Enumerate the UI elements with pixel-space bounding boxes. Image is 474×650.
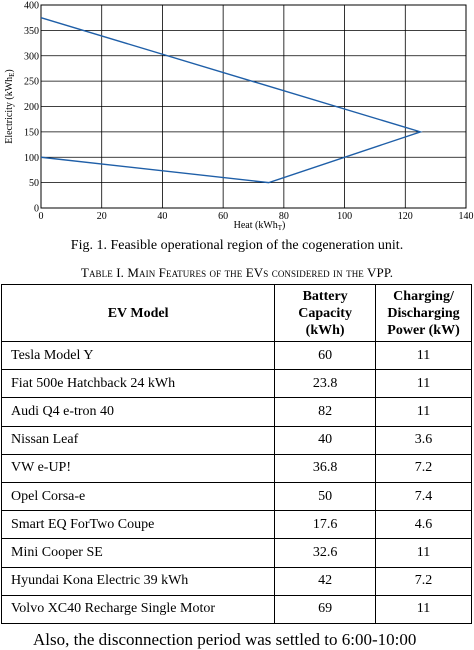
cell-ev-model: Audi Q4 e-tron 40 [2,398,275,426]
cell-charging-power: 7.2 [376,454,472,482]
y-tick-label: 250 [24,77,39,88]
x-tick-label: 60 [218,211,228,222]
cell-ev-model: Tesla Model Y [2,342,275,370]
header-battery-capacity: Battery Capacity (kWh) [275,285,376,342]
x-tick-label: 140 [459,211,474,222]
cell-ev-model: Fiat 500e Hatchback 24 kWh [2,370,275,398]
x-tick-label: 100 [337,211,352,222]
cell-battery-capacity: 17.6 [275,511,376,539]
cell-ev-model: Smart EQ ForTwo Coupe [2,511,275,539]
body-paragraph: Also, the disconnection period was settl… [0,630,474,650]
cell-ev-model: Hyundai Kona Electric 39 kWh [2,567,275,595]
cell-battery-capacity: 69 [275,595,376,623]
y-tick-label: 100 [24,153,39,164]
y-tick-label: 400 [24,1,39,12]
cell-battery-capacity: 40 [275,426,376,454]
cell-charging-power: 7.4 [376,482,472,510]
y-tick-label: 300 [24,51,39,62]
cell-charging-power: 11 [376,595,472,623]
x-tick-label: 120 [398,211,413,222]
ev-features-table: EV Model Battery Capacity (kWh) Charging… [1,284,472,624]
cell-battery-capacity: 36.8 [275,454,376,482]
cell-charging-power: 11 [376,398,472,426]
cell-ev-model: Nissan Leaf [2,426,275,454]
cell-charging-power: 3.6 [376,426,472,454]
header-charging-power: Charging/ Discharging Power (kW) [376,285,472,342]
y-tick-label: 200 [24,102,39,113]
cell-charging-power: 11 [376,370,472,398]
y-axis-label: Electricity (kWhE) [4,69,16,144]
region-boundary-line [41,18,420,183]
x-axis-label: Heat (kWhT) [234,220,286,232]
cell-ev-model: Mini Cooper SE [2,539,275,567]
figure-caption: Fig. 1. Feasible operational region of t… [0,238,474,254]
cell-battery-capacity: 82 [275,398,376,426]
x-tick-label: 40 [157,211,167,222]
x-tick-label: 0 [39,211,44,222]
cell-battery-capacity: 32.6 [275,539,376,567]
y-tick-label: 350 [24,26,39,37]
chart-series [41,18,421,183]
x-tick-label: 20 [97,211,107,222]
cell-ev-model: Volvo XC40 Recharge Single Motor [2,595,275,623]
cell-charging-power: 11 [376,539,472,567]
table-caption: Table I. Main Features of the EVs consid… [0,265,474,281]
cell-charging-power: 7.2 [376,567,472,595]
table-header-row: EV Model Battery Capacity (kWh) Charging… [2,285,472,342]
y-tick-label: 50 [29,178,39,189]
cell-charging-power: 11 [376,342,472,370]
cell-battery-capacity: 60 [275,342,376,370]
cell-charging-power: 4.6 [376,511,472,539]
y-tick-label: 0 [34,204,39,215]
cell-battery-capacity: 50 [275,482,376,510]
y-tick-label: 150 [24,127,39,138]
cell-battery-capacity: 42 [275,567,376,595]
cell-ev-model: VW e-UP! [2,454,275,482]
chart-grid [41,5,466,208]
cell-ev-model: Opel Corsa-e [2,482,275,510]
cell-battery-capacity: 23.8 [275,370,376,398]
header-ev-model: EV Model [2,285,275,342]
